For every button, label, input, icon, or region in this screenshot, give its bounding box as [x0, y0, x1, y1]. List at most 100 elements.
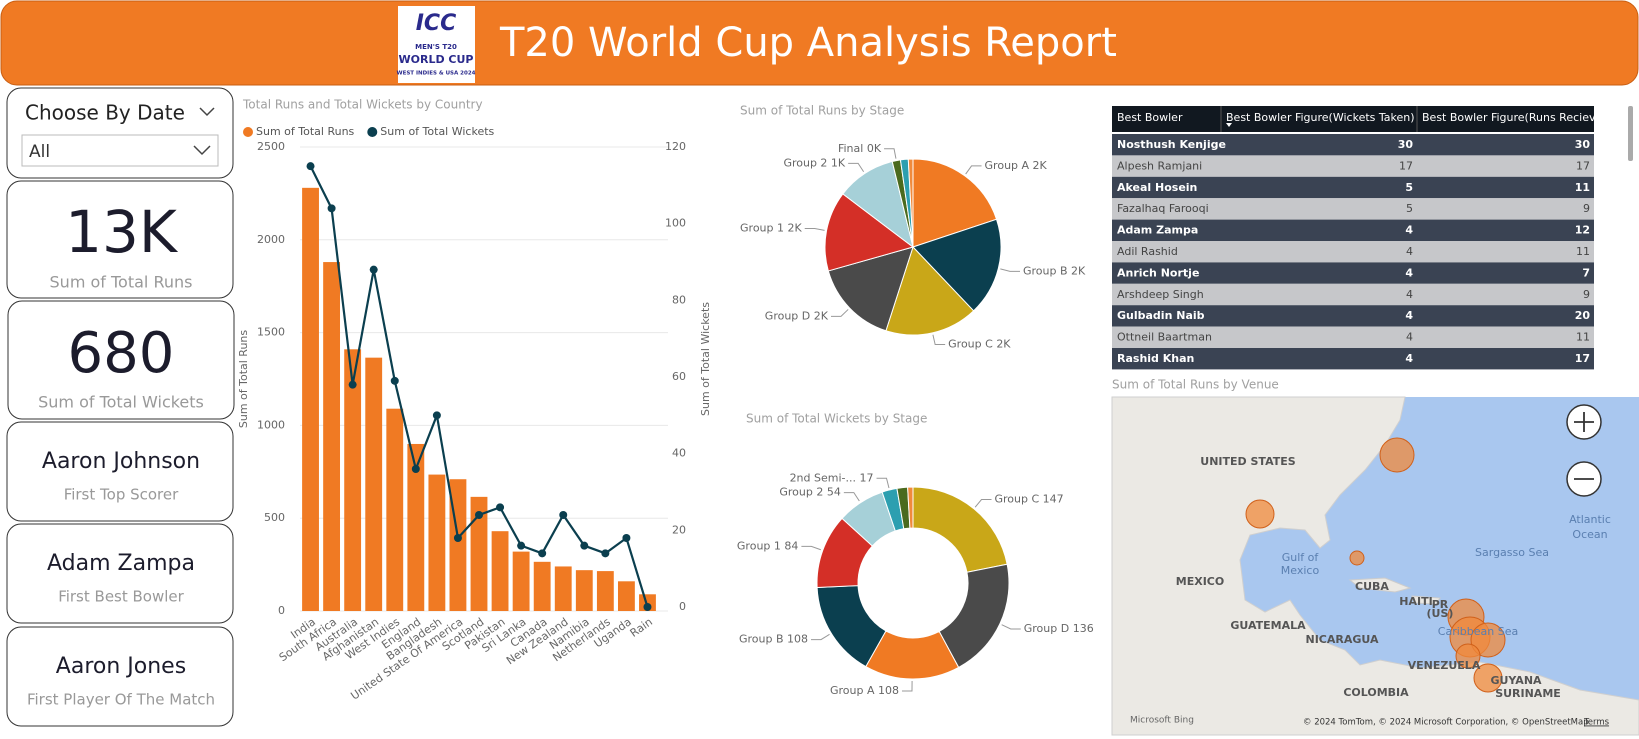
slice-value: 2K — [1071, 264, 1086, 277]
venue-bubble[interactable] — [1470, 622, 1506, 658]
map-label: MEXICO — [1176, 575, 1224, 588]
slice-category: Group D — [765, 309, 810, 322]
slice-category: Group 2 — [783, 156, 827, 169]
line-marker — [432, 411, 441, 420]
leader-line — [901, 680, 913, 692]
table-row — [1112, 176, 1594, 199]
map-label: NICARAGUA — [1305, 633, 1378, 646]
slice-label: Group A 2K — [985, 159, 1048, 172]
table-row — [1112, 348, 1594, 370]
x-tick-label: Rain — [628, 615, 655, 640]
map-title: Sum of Total Runs by Venue — [1112, 378, 1279, 392]
card — [6, 626, 234, 727]
leader-line — [974, 499, 992, 508]
venue-bubble[interactable] — [1379, 437, 1415, 473]
table-cell: 11 — [1576, 245, 1590, 258]
slice-label: Group B 2K — [1023, 264, 1086, 277]
bar — [491, 531, 509, 611]
card — [6, 421, 234, 522]
table-cell: Nosthush Kenjige — [1117, 138, 1226, 151]
slice-label: Final 0K — [838, 142, 882, 155]
slice-value: 108 — [787, 633, 808, 646]
map-terms[interactable]: Terms — [1583, 718, 1610, 728]
slice-category: Group 2 — [779, 486, 823, 499]
column-header[interactable]: Best Bowler — [1117, 111, 1183, 124]
legend-label: Sum of Total Runs — [256, 125, 355, 138]
kpi-value: 680 — [68, 321, 175, 386]
table-cell: Adil Rashid — [1117, 245, 1178, 258]
slice-value: 1K — [831, 156, 846, 169]
line-marker — [306, 162, 315, 171]
y2-tick-label: 0 — [679, 600, 686, 613]
bar — [617, 581, 635, 611]
bar — [365, 357, 383, 611]
kpi-value: 13K — [65, 198, 179, 266]
slice-value: 0K — [867, 142, 882, 155]
slice-category: 2nd Semi-... — [790, 471, 856, 484]
venue-bubble[interactable] — [1473, 663, 1503, 693]
line-marker — [411, 465, 420, 473]
column-header[interactable]: Best Bowler Figure(Runs Recieved) — [1422, 111, 1614, 124]
line-marker — [643, 603, 652, 611]
map-label: Ocean — [1572, 528, 1607, 541]
y-tick-label: 2000 — [257, 233, 285, 246]
line-marker — [475, 511, 483, 519]
bar — [512, 551, 530, 611]
map-land — [1348, 577, 1441, 605]
card-label: First Top Scorer — [64, 486, 179, 504]
table-cell: 4 — [1405, 309, 1413, 322]
bar — [596, 571, 614, 611]
leader-line — [843, 492, 860, 502]
chart-title: Sum of Total Runs by Stage — [740, 104, 904, 118]
venue-bubbles — [1245, 437, 1506, 693]
logo-text: WORLD CUP — [399, 53, 474, 66]
bar — [470, 496, 488, 611]
venue-bubble[interactable] — [1455, 643, 1481, 669]
slice-value: 108 — [878, 684, 899, 697]
leader-line — [801, 545, 821, 551]
slice-category: Group 1 — [740, 221, 784, 234]
line-marker — [369, 265, 378, 274]
map-label: PR — [1432, 598, 1449, 611]
line-marker — [327, 204, 336, 213]
slicer-dropdown[interactable] — [21, 134, 219, 167]
table-row — [1112, 198, 1594, 220]
leader-line — [876, 477, 890, 489]
slice-category: Group A — [985, 159, 1030, 172]
venue-bubble[interactable] — [1245, 499, 1275, 529]
venue-bubble[interactable] — [1349, 550, 1365, 566]
table-cell: 9 — [1583, 202, 1590, 215]
table-cell: Gulbadin Naib — [1117, 309, 1205, 322]
slice-value: 2K — [1033, 159, 1048, 172]
slice-label: Group 2 54 — [779, 486, 840, 499]
bar — [344, 349, 362, 611]
bar — [575, 570, 593, 611]
leader-line — [932, 334, 946, 346]
slice-category: Group 1 — [737, 539, 781, 552]
table-cell: Adam Zampa — [1117, 224, 1198, 237]
map: UNITED STATES MEXICO Gulf of Mexico CUBA… — [1111, 396, 1639, 736]
table-row — [1112, 219, 1594, 241]
card-value: Aaron Johnson — [42, 449, 200, 474]
table-row — [1112, 155, 1594, 177]
pie-slice — [907, 158, 914, 248]
table-cell: 4 — [1406, 331, 1413, 344]
map-label: Sargasso Sea — [1475, 546, 1549, 559]
table-cell: Alpesh Ramjani — [1117, 159, 1202, 172]
bar — [323, 262, 341, 611]
y-tick-label: 500 — [264, 511, 285, 524]
kpi-card — [7, 300, 235, 420]
donut-slice — [907, 486, 914, 529]
table-cell: 17 — [1399, 159, 1413, 172]
table-cell: 9 — [1583, 288, 1590, 301]
y-tick-label: 1000 — [257, 418, 285, 431]
leader-line — [811, 633, 830, 641]
line-marker — [538, 549, 547, 558]
bar — [407, 443, 425, 611]
scrollbar[interactable] — [1628, 106, 1633, 161]
column-header[interactable]: Best Bowler Figure(Wickets Taken) — [1226, 111, 1415, 124]
report-title: T20 World Cup Analysis Report — [499, 20, 1117, 66]
map-label: SURINAME — [1495, 687, 1561, 700]
table-row — [1112, 283, 1594, 306]
